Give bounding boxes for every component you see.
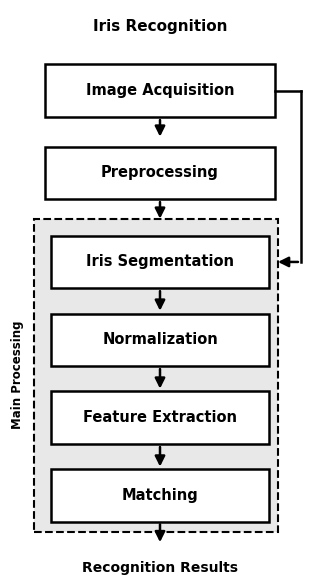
- Text: Matching: Matching: [122, 488, 198, 503]
- Bar: [51, 469, 269, 522]
- Text: Image Acquisition: Image Acquisition: [86, 83, 234, 98]
- Bar: [45, 64, 275, 117]
- Text: Normalization: Normalization: [102, 332, 218, 347]
- Bar: [51, 391, 269, 444]
- Text: Iris Segmentation: Iris Segmentation: [86, 254, 234, 270]
- Text: Preprocessing: Preprocessing: [101, 165, 219, 180]
- Bar: [51, 236, 269, 288]
- Text: Main Processing: Main Processing: [11, 321, 24, 430]
- Bar: [51, 314, 269, 366]
- Text: Feature Extraction: Feature Extraction: [83, 410, 237, 425]
- Bar: [34, 219, 278, 532]
- Text: Recognition Results: Recognition Results: [82, 561, 238, 575]
- Bar: [45, 146, 275, 199]
- Text: Iris Recognition: Iris Recognition: [93, 19, 227, 34]
